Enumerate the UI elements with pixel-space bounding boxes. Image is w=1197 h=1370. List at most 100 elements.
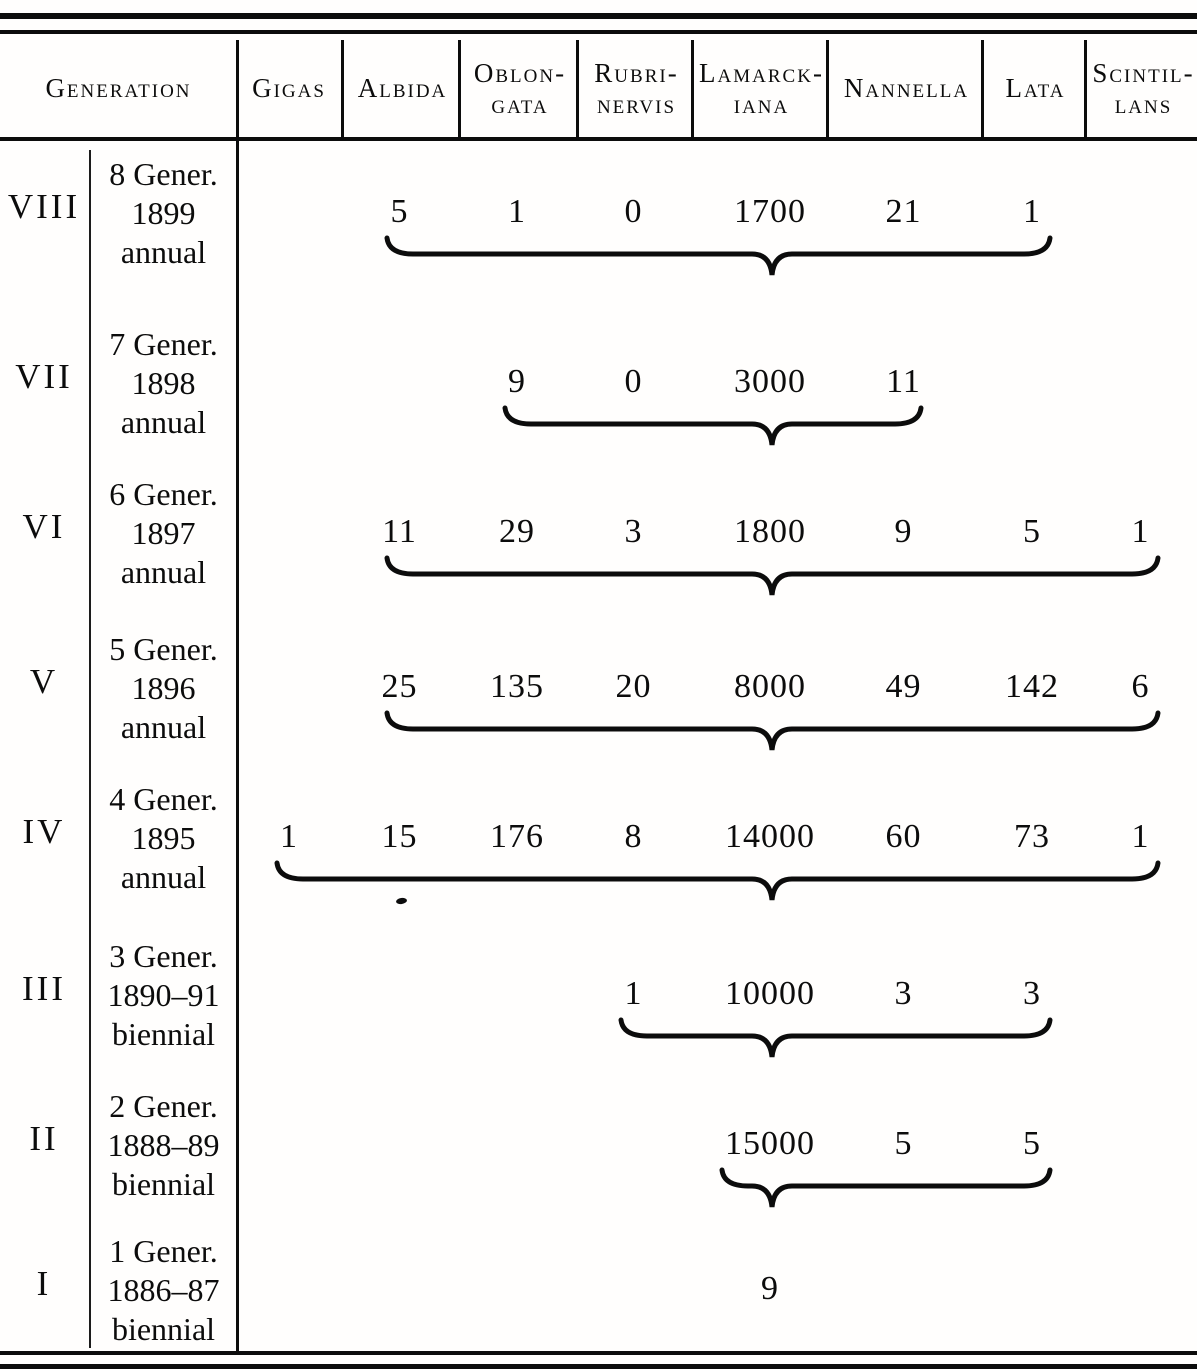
generation-habit: annual [120,554,207,590]
header-albida-line1: Albida [357,73,448,103]
cell-nannella: 21 [885,193,922,230]
generation-description: 7 Gener. 1898 annual [92,325,235,442]
table-body: VIII 8 Gener. 1899 annual 5 1 0 1700 21 … [0,141,1197,1350]
cell-albida: 5 [390,193,409,230]
cell-nannella: 5 [894,1125,913,1162]
header-albida: Albida [341,40,461,137]
generation-habit: biennial [111,1311,216,1347]
generation-habit: biennial [111,1016,216,1052]
cell-rubrinervis: 0 [624,193,643,230]
cell-rubrinervis: 8 [624,818,643,855]
generation-label: 2 Gener. [109,1088,218,1124]
header-lamarckiana: Lamarck- iana [691,40,829,137]
generation-habit: annual [120,859,207,895]
header-oblongata-line2: gata [491,88,549,119]
cell-scintillans: 1 [1131,818,1150,855]
generation-roman-numeral: IV [22,812,66,851]
generation-description: 4 Gener. 1895 annual [92,780,235,897]
generation-description: 2 Gener. 1888–89 biennial [92,1087,235,1204]
cell-lamarckiana: 1700 [734,193,806,230]
table-row-iv: IV 4 Gener. 1895 annual 1 15 176 8 14000… [0,766,1197,923]
generation-label: 4 Gener. [109,781,218,817]
cell-lamarckiana: 3000 [734,363,806,400]
generation-years: 1899 [131,195,196,231]
cell-lamarckiana: 1800 [734,513,806,550]
header-gigas-line1: Gigas [252,73,326,103]
cell-nannella: 49 [885,668,922,705]
header-gigas: Gigas [237,40,341,137]
table-row-viii: VIII 8 Gener. 1899 annual 5 1 0 1700 21 … [0,141,1197,311]
generation-habit: biennial [111,1166,216,1202]
cell-lamarckiana: 14000 [725,818,815,855]
cell-gigas: 1 [280,818,298,855]
bottom-double-rule-upper [0,1351,1197,1355]
generation-column-divider [236,40,239,1351]
header-rubrinervis-line2: nervis [596,88,677,119]
table-row-vii: VII 7 Gener. 1898 annual 9 0 3000 11 [0,311,1197,461]
cell-nannella: 11 [886,363,921,400]
generation-habit: annual [120,234,207,270]
generation-years: 1896 [131,670,196,706]
cell-nannella: 9 [894,513,913,550]
generation-habit: annual [120,404,207,440]
cell-nannella: 3 [894,975,913,1012]
generation-roman-numeral: VI [22,507,66,546]
cell-oblongata: 1 [508,193,526,230]
roman-numeral-divider [89,150,91,1348]
cell-albida: 15 [381,818,418,855]
header-lata: Lata [981,40,1087,137]
cell-lamarckiana: 10000 [725,975,815,1012]
cell-albida: 25 [381,668,418,705]
header-scintillans-line2: lans [1114,88,1173,119]
cell-albida: 11 [382,513,417,550]
top-double-rule-upper [0,13,1197,19]
generation-label: 8 Gener. [109,156,218,192]
generation-roman-numeral: V [29,662,59,701]
cell-scintillans: 1 [1131,513,1150,550]
table-row-i: I 1 Gener. 1886–87 biennial 9 [0,1218,1197,1350]
cell-rubrinervis: 0 [624,363,643,400]
header-lamarckiana-line1: Lamarck- [699,57,824,88]
generation-label: 1 Gener. [109,1233,218,1269]
generation-label: 3 Gener. [109,938,218,974]
generation-label: 5 Gener. [109,631,218,667]
header-nannella: Nannella [826,40,984,137]
table-row-vi: VI 6 Gener. 1897 annual 11 29 3 1800 9 5… [0,461,1197,616]
cell-scintillans: 6 [1131,668,1150,705]
cell-lata: 5 [1023,513,1041,550]
generation-label: 7 Gener. [109,326,218,362]
cell-rubrinervis: 3 [624,513,643,550]
header-lata-line1: Lata [1005,73,1066,103]
generation-roman-numeral: I [36,1264,52,1303]
cell-oblongata: 176 [490,818,544,855]
generation-years: 1890–91 [107,977,220,1013]
generation-roman-numeral: III [22,969,66,1008]
generation-description: 5 Gener. 1896 annual [92,630,235,747]
header-rubrinervis-line1: Rubri- [594,57,679,88]
header-oblongata-line1: Oblon- [473,57,567,88]
table-row-v: V 5 Gener. 1896 annual 25 135 20 8000 49… [0,616,1197,766]
generation-years: 1897 [131,515,196,551]
bottom-double-rule-lower [0,1364,1197,1369]
table-row-iii: III 3 Gener. 1890–91 biennial 1 10000 3 … [0,923,1197,1073]
cell-lata: 3 [1023,975,1041,1012]
cell-rubrinervis: 20 [615,668,652,705]
top-double-rule-lower [0,30,1197,34]
header-nannella-line1: Nannella [843,73,970,103]
generation-description: 1 Gener. 1886–87 biennial [92,1232,235,1349]
header-lamarckiana-line2: iana [733,88,790,119]
generation-years: 1888–89 [107,1127,220,1163]
generation-habit: annual [120,709,207,745]
table-row-ii: II 2 Gener. 1888–89 biennial 15000 5 5 [0,1073,1197,1218]
cell-oblongata: 29 [499,513,535,550]
cell-lata: 1 [1023,193,1041,230]
generation-roman-numeral: II [29,1119,59,1158]
header-generation-label: Generation [45,73,192,103]
generation-description: 6 Gener. 1897 annual [92,475,235,592]
cell-lata: 142 [1005,668,1059,705]
generation-label: 6 Gener. [109,476,218,512]
generation-description: 3 Gener. 1890–91 biennial [92,937,235,1054]
header-oblongata: Oblon- gata [458,40,579,137]
cell-lata: 73 [1014,818,1050,855]
